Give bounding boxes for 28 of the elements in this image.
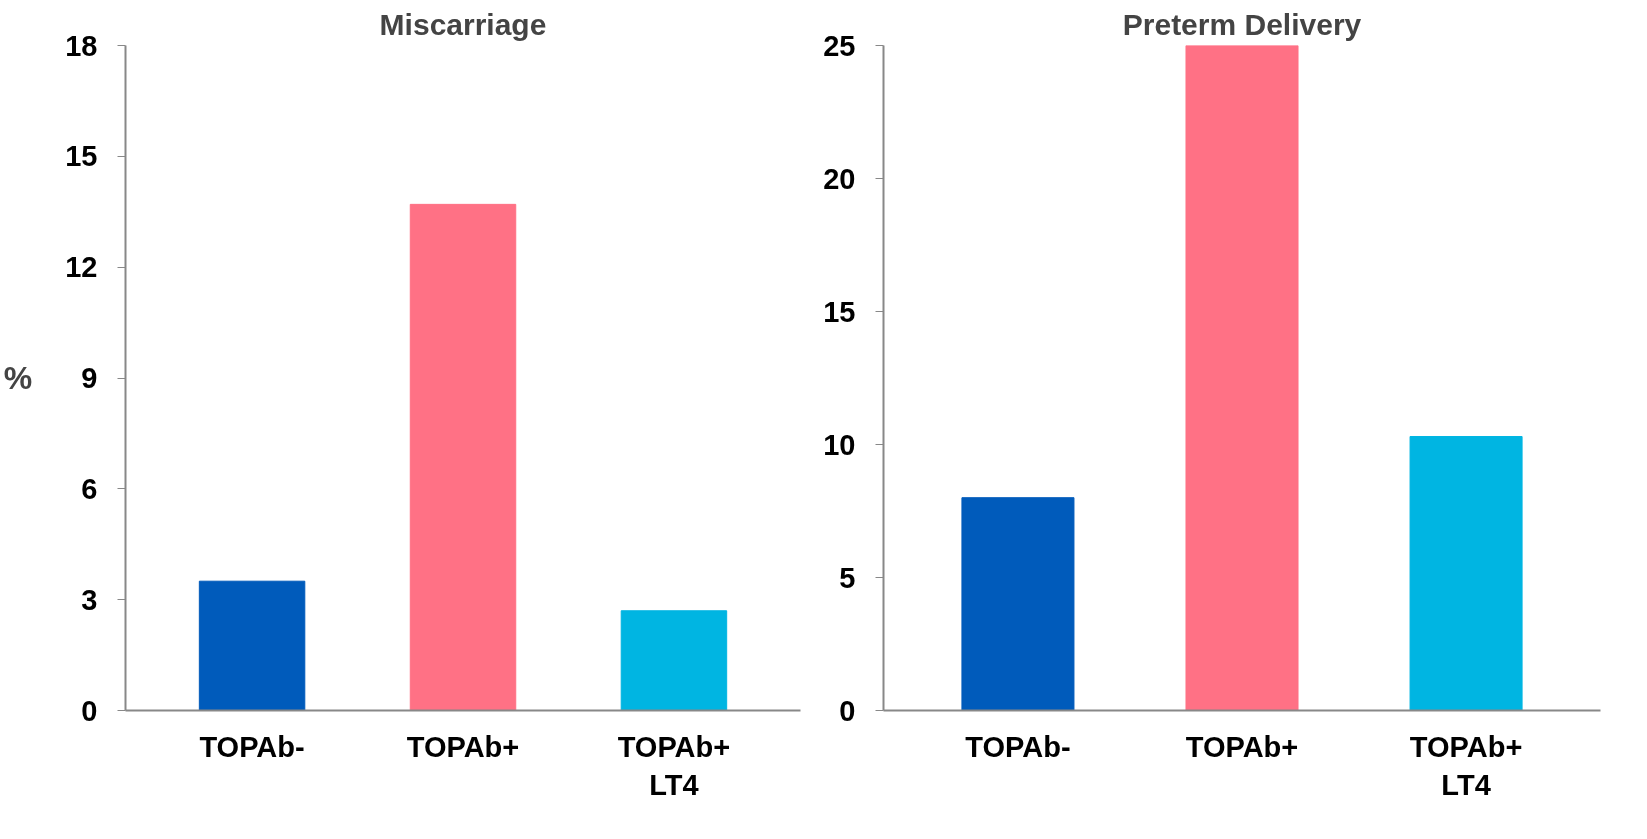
y-tick-label: 5 [839, 561, 856, 594]
y-tick-label: 9 [81, 362, 98, 394]
bar [1185, 45, 1299, 711]
x-tick-label: TOPAb+ [406, 730, 520, 763]
y-tick-label: 6 [81, 472, 98, 505]
x-tick-label: TOPAb- [965, 730, 1071, 763]
y-axis-title: % [3, 360, 33, 396]
y-tick-label: 10 [823, 428, 856, 461]
y-tick-label: 0 [839, 694, 856, 727]
y-tick-label: 0 [81, 694, 98, 727]
chart-title: Miscarriage [379, 7, 547, 41]
bar [620, 610, 728, 711]
x-tick-label: TOPAb+ [1185, 730, 1299, 763]
x-tick-label: TOPAb- [199, 730, 305, 763]
y-tick-label: 3 [81, 583, 98, 616]
y-tick-label: 15 [823, 295, 856, 328]
y-tick-label: 12 [65, 251, 98, 284]
y-tick-label: 25 [823, 29, 856, 62]
bar [409, 203, 517, 711]
y-tick-label: 18 [65, 29, 98, 62]
bar [1409, 436, 1523, 711]
y-tick-label: 15 [65, 140, 98, 173]
x-tick-label: TOPAb+ LT4 [617, 730, 731, 801]
y-tick-label: 20 [823, 162, 856, 195]
bar [198, 580, 306, 711]
bar [961, 497, 1075, 711]
chart-title: Preterm Delivery [1122, 7, 1362, 41]
x-tick-label: TOPAb+ LT4 [1409, 730, 1523, 801]
